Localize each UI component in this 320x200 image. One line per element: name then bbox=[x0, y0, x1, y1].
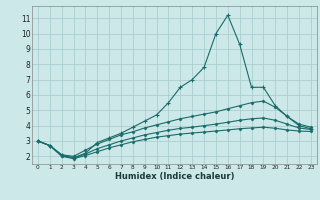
X-axis label: Humidex (Indice chaleur): Humidex (Indice chaleur) bbox=[115, 172, 234, 181]
